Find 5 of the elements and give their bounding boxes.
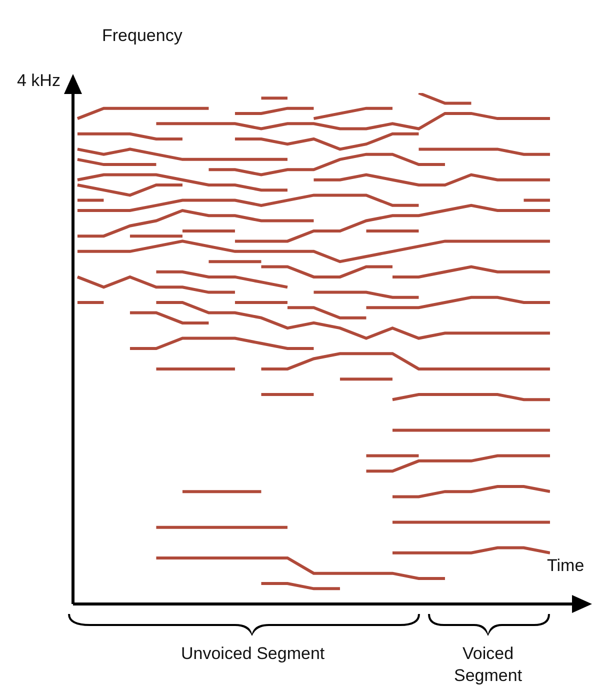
text: Unvoiced Segment	[181, 644, 325, 663]
x-axis-title: Time	[547, 556, 584, 575]
text: Voiced Segment	[454, 644, 522, 686]
text: 4 kHz	[17, 71, 60, 90]
y-axis-title: Frequency	[102, 26, 183, 45]
